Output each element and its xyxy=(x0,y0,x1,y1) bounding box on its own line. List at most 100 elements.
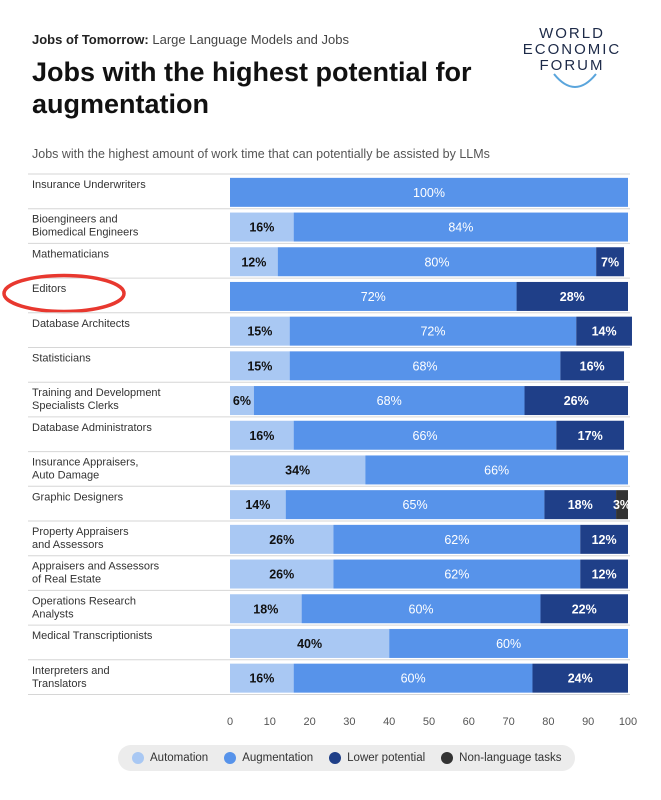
data-label: 100% xyxy=(413,186,445,200)
bar-segment-augmentation xyxy=(389,628,628,658)
bar-segment-augmentation xyxy=(333,524,581,554)
data-label: 16% xyxy=(580,359,605,373)
legend-item: Automation xyxy=(132,752,208,764)
data-label: 66% xyxy=(484,463,509,477)
bar-segment-lower-potential xyxy=(576,316,632,346)
x-tick-label: 100 xyxy=(619,716,637,728)
bar-segment-augmentation xyxy=(301,594,541,624)
x-tick-label: 60 xyxy=(463,716,475,728)
data-label: 80% xyxy=(424,255,449,269)
bar-segment-automation xyxy=(230,351,290,381)
data-label: 68% xyxy=(413,359,438,373)
category-label: Medical Transcriptionists xyxy=(32,630,153,642)
bar-segment-augmentation xyxy=(230,281,517,311)
data-label: 18% xyxy=(253,602,278,616)
bar-segment-lower-potential xyxy=(580,524,628,554)
bar-segment-augmentation xyxy=(289,351,561,381)
legend-swatch xyxy=(441,752,454,764)
category-label: Mathematicians xyxy=(32,248,110,260)
x-tick-label: 0 xyxy=(227,716,233,728)
bar-segment-automation xyxy=(230,559,334,589)
legend-label: Automation xyxy=(150,752,209,764)
data-label: 14% xyxy=(245,498,270,512)
bar-segment-lower-potential xyxy=(560,351,625,381)
bar-segment-automation xyxy=(230,524,334,554)
legend-swatch xyxy=(132,752,144,764)
bar-segment-augmentation xyxy=(293,663,533,693)
bar-segment-lower-potential xyxy=(580,559,628,589)
bar-segment-automation xyxy=(230,628,390,658)
bar-segment-automation xyxy=(230,455,366,485)
category-label: Property Appraisers and Assessors xyxy=(32,526,129,551)
data-label: 72% xyxy=(361,290,386,304)
bar-segment-non-language-tasks xyxy=(616,490,628,520)
bar-segment-lower-potential xyxy=(516,281,628,311)
data-label: 62% xyxy=(444,568,469,582)
data-label: 15% xyxy=(247,359,272,373)
x-tick-label: 90 xyxy=(582,716,594,728)
bar-segment-augmentation xyxy=(293,212,628,242)
kicker-topic: Large Language Models and Jobs xyxy=(148,32,349,47)
category-label: Interpreters and Translators xyxy=(32,665,110,690)
bar-segment-automation xyxy=(230,386,254,416)
bar-segment-augmentation xyxy=(253,386,525,416)
bar-segment-lower-potential xyxy=(524,386,628,416)
logo-line-2: ECONOMIC xyxy=(522,41,622,58)
data-label: 14% xyxy=(592,325,617,339)
chart-subtitle: Jobs with the highest amount of work tim… xyxy=(32,147,490,161)
legend-label: Non-language tasks xyxy=(459,752,562,764)
stacked-bar-chart: Insurance Underwriters 100% Bioengineers a… xyxy=(2,173,637,728)
data-label: 60% xyxy=(496,637,521,651)
legend-label: Lower potential xyxy=(347,752,426,764)
data-label: 22% xyxy=(572,602,597,616)
data-label: 17% xyxy=(578,429,603,443)
legend-item: Non-language tasks xyxy=(441,752,561,764)
x-tick-label: 50 xyxy=(423,716,435,728)
wef-logo: WORLD ECONOMIC FORUM xyxy=(508,26,636,74)
bar-segment-lower-potential xyxy=(556,420,625,450)
legend-label: Augmentation xyxy=(242,752,314,764)
data-label: 26% xyxy=(269,568,294,582)
data-label: 72% xyxy=(420,325,445,339)
bar-segment-automation xyxy=(230,316,290,346)
legend-item: Augmentation xyxy=(224,752,313,764)
data-label: 65% xyxy=(403,498,428,512)
data-label: 3% xyxy=(613,498,631,512)
data-label: 40% xyxy=(297,637,322,651)
data-label: 26% xyxy=(564,394,589,408)
data-label: 68% xyxy=(377,394,402,408)
data-label: 12% xyxy=(241,255,266,269)
x-tick-label: 40 xyxy=(383,716,395,728)
bar-segment-augmentation xyxy=(230,177,628,207)
data-label: 7% xyxy=(601,255,619,269)
x-tick-label: 70 xyxy=(502,716,514,728)
category-label: Training and Development Specialists Cler… xyxy=(32,387,161,412)
x-tick-label: 80 xyxy=(542,716,554,728)
logo-line-3: FORUM xyxy=(539,57,605,74)
data-label: 26% xyxy=(269,533,294,547)
data-label: 24% xyxy=(568,672,593,686)
logo-line-1: WORLD xyxy=(539,25,605,42)
data-label: 60% xyxy=(401,672,426,686)
bar-segment-automation xyxy=(230,247,278,277)
logo-arc-icon xyxy=(553,73,597,88)
category-label: Graphic Designers xyxy=(32,491,124,503)
legend-swatch xyxy=(224,752,237,764)
data-label: 16% xyxy=(249,221,274,235)
chart-kicker: Jobs of Tomorrow: Large Language Models … xyxy=(32,32,349,47)
legend-item: Lower potential xyxy=(329,752,425,764)
data-label: 6% xyxy=(233,394,251,408)
bar-segment-automation xyxy=(230,490,286,520)
data-label: 12% xyxy=(592,533,617,547)
data-label: 28% xyxy=(560,290,585,304)
data-label: 34% xyxy=(285,463,310,477)
category-label: Operations Research Analysts xyxy=(32,595,136,620)
category-label: Insurance Appraisers, Auto Damage xyxy=(32,457,138,482)
data-label: 16% xyxy=(249,429,274,443)
bar-segment-augmentation xyxy=(285,490,545,520)
category-label: Bioengineers and Biomedical Engineers xyxy=(32,214,139,239)
bar-segment-lower-potential xyxy=(544,490,617,520)
x-tick-label: 10 xyxy=(264,716,276,728)
data-label: 60% xyxy=(409,602,434,616)
category-label: Database Administrators xyxy=(32,422,152,434)
